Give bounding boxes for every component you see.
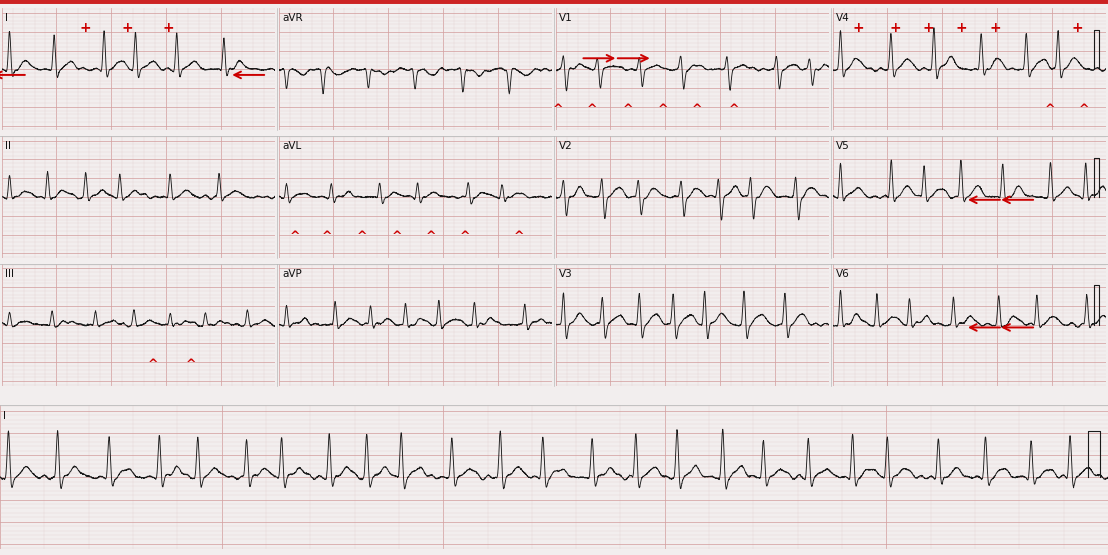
Text: ^: ^ [513,230,524,244]
Text: ^: ^ [657,103,668,116]
Text: +: + [890,21,901,35]
Text: ^: ^ [623,103,634,116]
Text: II: II [4,141,11,151]
Text: V5: V5 [835,141,850,151]
Text: ^: ^ [391,230,402,244]
Text: +: + [923,21,934,35]
Text: V3: V3 [558,269,573,279]
Text: ^: ^ [1045,103,1056,116]
Text: ^: ^ [425,230,437,244]
Text: ^: ^ [586,103,597,116]
Text: ^: ^ [289,230,300,244]
Text: +: + [853,21,864,35]
Text: +: + [122,21,133,35]
Text: aVP: aVP [281,269,301,279]
Text: +: + [956,21,967,35]
Text: V4: V4 [835,13,850,23]
Text: ^: ^ [691,103,702,116]
Text: +: + [1071,21,1083,35]
Text: aVR: aVR [281,13,302,23]
Text: aVL: aVL [281,141,301,151]
Text: ^: ^ [460,230,471,244]
Text: ^: ^ [728,103,739,116]
Text: I: I [4,13,8,23]
Text: ^: ^ [357,230,368,244]
Text: V1: V1 [558,13,573,23]
Text: +: + [989,21,1001,35]
Text: +: + [80,21,91,35]
Text: ^: ^ [553,103,564,116]
Text: III: III [4,269,14,279]
Text: ^: ^ [185,358,196,371]
Text: V6: V6 [835,269,850,279]
Text: I: I [3,411,7,421]
Text: ^: ^ [321,230,332,244]
Text: +: + [163,21,174,35]
Text: ^: ^ [1078,103,1089,116]
Text: V2: V2 [558,141,573,151]
Text: ^: ^ [147,358,158,371]
